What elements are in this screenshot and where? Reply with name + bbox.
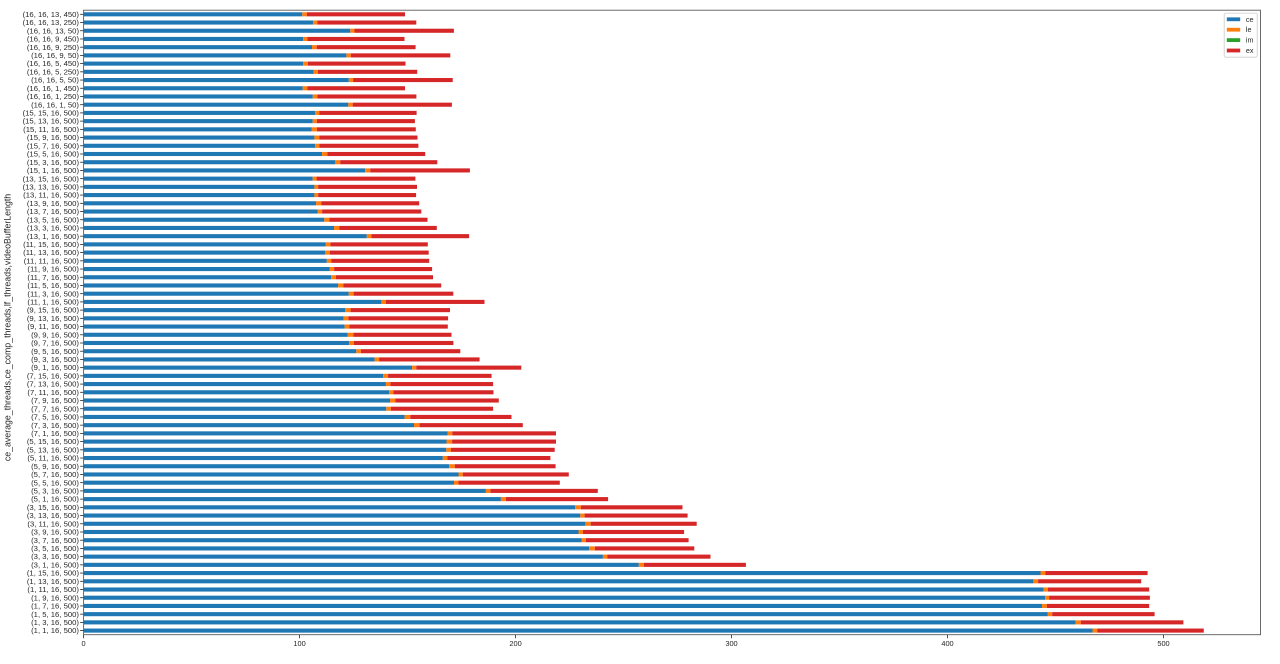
svg-text:(3, 1, 16, 500): (3, 1, 16, 500): [31, 560, 79, 569]
svg-text:100: 100: [293, 639, 305, 648]
svg-text:im: im: [1246, 36, 1254, 45]
svg-text:(13, 7, 16, 500): (13, 7, 16, 500): [27, 207, 80, 216]
svg-text:(1, 15, 16, 500): (1, 15, 16, 500): [27, 569, 80, 578]
svg-text:200: 200: [509, 639, 521, 648]
svg-text:(9, 3, 16, 500): (9, 3, 16, 500): [31, 355, 79, 364]
svg-text:(7, 15, 16, 500): (7, 15, 16, 500): [27, 371, 80, 380]
svg-text:(9, 11, 16, 500): (9, 11, 16, 500): [27, 322, 79, 331]
svg-text:(13, 11, 16, 500): (13, 11, 16, 500): [23, 191, 79, 200]
svg-text:(3, 5, 16, 500): (3, 5, 16, 500): [31, 544, 79, 553]
svg-text:(15, 13, 16, 500): (15, 13, 16, 500): [23, 117, 80, 126]
svg-text:(15, 9, 16, 500): (15, 9, 16, 500): [27, 133, 80, 142]
svg-text:(5, 9, 16, 500): (5, 9, 16, 500): [31, 462, 79, 471]
svg-text:(13, 5, 16, 500): (13, 5, 16, 500): [27, 215, 80, 224]
svg-text:(16, 16, 13, 250): (16, 16, 13, 250): [23, 18, 80, 27]
svg-text:ce: ce: [1246, 15, 1254, 24]
svg-text:(13, 13, 16, 500): (13, 13, 16, 500): [23, 182, 80, 191]
svg-text:(3, 7, 16, 500): (3, 7, 16, 500): [31, 536, 79, 545]
svg-text:(16, 16, 1, 50): (16, 16, 1, 50): [31, 100, 79, 109]
svg-text:(16, 16, 13, 50): (16, 16, 13, 50): [27, 26, 80, 35]
svg-text:(11, 5, 16, 500): (11, 5, 16, 500): [27, 281, 79, 290]
svg-text:(15, 5, 16, 500): (15, 5, 16, 500): [27, 150, 80, 159]
svg-text:(16, 16, 5, 250): (16, 16, 5, 250): [27, 67, 80, 76]
svg-text:(9, 5, 16, 500): (9, 5, 16, 500): [31, 347, 79, 356]
svg-text:(11, 15, 16, 500): (11, 15, 16, 500): [23, 240, 79, 249]
svg-text:le: le: [1246, 25, 1252, 34]
svg-text:(3, 11, 16, 500): (3, 11, 16, 500): [27, 519, 79, 528]
svg-text:(9, 13, 16, 500): (9, 13, 16, 500): [27, 314, 80, 323]
svg-text:(11, 1, 16, 500): (11, 1, 16, 500): [27, 298, 79, 307]
svg-text:(11, 7, 16, 500): (11, 7, 16, 500): [27, 273, 79, 282]
svg-text:(11, 11, 16, 500): (11, 11, 16, 500): [24, 256, 80, 265]
svg-text:(7, 1, 16, 500): (7, 1, 16, 500): [31, 429, 79, 438]
svg-text:(9, 9, 16, 500): (9, 9, 16, 500): [31, 330, 79, 339]
svg-text:(1, 5, 16, 500): (1, 5, 16, 500): [31, 610, 79, 619]
svg-text:(5, 3, 16, 500): (5, 3, 16, 500): [31, 487, 79, 496]
svg-text:(7, 9, 16, 500): (7, 9, 16, 500): [31, 396, 79, 405]
svg-text:(15, 7, 16, 500): (15, 7, 16, 500): [27, 141, 80, 150]
svg-text:(16, 16, 1, 450): (16, 16, 1, 450): [27, 84, 80, 93]
svg-text:(15, 15, 16, 500): (15, 15, 16, 500): [23, 109, 80, 118]
svg-text:(1, 3, 16, 500): (1, 3, 16, 500): [31, 618, 79, 627]
svg-text:(13, 9, 16, 500): (13, 9, 16, 500): [27, 199, 80, 208]
svg-text:(5, 5, 16, 500): (5, 5, 16, 500): [31, 478, 79, 487]
svg-text:(7, 5, 16, 500): (7, 5, 16, 500): [31, 413, 79, 422]
svg-text:(16, 16, 5, 450): (16, 16, 5, 450): [27, 59, 80, 68]
svg-text:(5, 1, 16, 500): (5, 1, 16, 500): [31, 495, 79, 504]
svg-text:(3, 9, 16, 500): (3, 9, 16, 500): [31, 528, 79, 537]
svg-text:(7, 13, 16, 500): (7, 13, 16, 500): [27, 380, 80, 389]
svg-text:(5, 11, 16, 500): (5, 11, 16, 500): [27, 454, 79, 463]
svg-text:(1, 1, 16, 500): (1, 1, 16, 500): [31, 626, 79, 635]
svg-text:(15, 11, 16, 500): (15, 11, 16, 500): [23, 125, 79, 134]
svg-text:(16, 16, 9, 250): (16, 16, 9, 250): [27, 43, 80, 52]
svg-text:(3, 3, 16, 500): (3, 3, 16, 500): [31, 552, 79, 561]
svg-text:(16, 16, 9, 450): (16, 16, 9, 450): [27, 35, 80, 44]
svg-text:(9, 7, 16, 500): (9, 7, 16, 500): [31, 339, 79, 348]
svg-text:(13, 1, 16, 500): (13, 1, 16, 500): [27, 232, 80, 241]
svg-text:300: 300: [725, 639, 737, 648]
svg-text:(7, 7, 16, 500): (7, 7, 16, 500): [31, 404, 79, 413]
svg-text:(7, 3, 16, 500): (7, 3, 16, 500): [31, 421, 79, 430]
svg-text:(7, 11, 16, 500): (7, 11, 16, 500): [27, 388, 79, 397]
svg-text:400: 400: [941, 639, 953, 648]
svg-text:500: 500: [1157, 639, 1169, 648]
svg-text:(13, 3, 16, 500): (13, 3, 16, 500): [27, 224, 80, 233]
svg-text:(1, 9, 16, 500): (1, 9, 16, 500): [31, 593, 79, 602]
svg-text:(16, 16, 13, 450): (16, 16, 13, 450): [23, 10, 80, 19]
svg-text:(5, 15, 16, 500): (5, 15, 16, 500): [27, 437, 80, 446]
svg-text:(16, 16, 9, 50): (16, 16, 9, 50): [31, 51, 79, 60]
svg-text:0: 0: [82, 639, 86, 648]
svg-text:ex: ex: [1246, 46, 1254, 55]
svg-text:(11, 3, 16, 500): (11, 3, 16, 500): [27, 289, 79, 298]
svg-text:(1, 11, 16, 500): (1, 11, 16, 500): [27, 585, 79, 594]
svg-text:(11, 9, 16, 500): (11, 9, 16, 500): [27, 265, 79, 274]
svg-text:(5, 13, 16, 500): (5, 13, 16, 500): [27, 445, 80, 454]
svg-text:(11, 13, 16, 500): (11, 13, 16, 500): [23, 248, 79, 257]
svg-text:(1, 13, 16, 500): (1, 13, 16, 500): [27, 577, 80, 586]
svg-text:(16, 16, 5, 50): (16, 16, 5, 50): [31, 76, 79, 85]
svg-text:(3, 15, 16, 500): (3, 15, 16, 500): [27, 503, 80, 512]
svg-text:(15, 1, 16, 500): (15, 1, 16, 500): [27, 166, 80, 175]
svg-text:(16, 16, 1, 250): (16, 16, 1, 250): [27, 92, 80, 101]
svg-text:(13, 15, 16, 500): (13, 15, 16, 500): [23, 174, 80, 183]
svg-text:(9, 1, 16, 500): (9, 1, 16, 500): [31, 363, 79, 372]
svg-text:(3, 13, 16, 500): (3, 13, 16, 500): [27, 511, 80, 520]
svg-text:(15, 3, 16, 500): (15, 3, 16, 500): [27, 158, 80, 167]
svg-text:ce_average_threads,ce_comp_thr: ce_average_threads,ce_comp_threads,lf_th…: [2, 194, 12, 461]
svg-text:(9, 15, 16, 500): (9, 15, 16, 500): [27, 306, 80, 315]
svg-text:(5, 7, 16, 500): (5, 7, 16, 500): [31, 470, 79, 479]
svg-text:(1, 7, 16, 500): (1, 7, 16, 500): [31, 602, 79, 611]
